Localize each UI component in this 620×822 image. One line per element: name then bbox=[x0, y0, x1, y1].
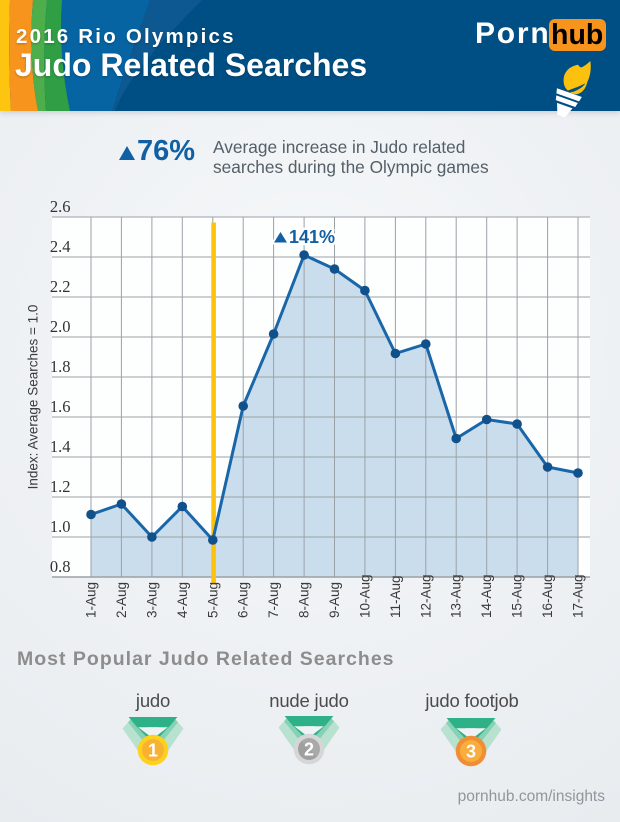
svg-text:7-Aug: 7-Aug bbox=[266, 582, 281, 618]
svg-text:0.8: 0.8 bbox=[50, 557, 71, 576]
svg-text:141%: 141% bbox=[289, 227, 335, 247]
svg-text:15-Aug: 15-Aug bbox=[510, 574, 525, 618]
svg-text:4-Aug: 4-Aug bbox=[175, 582, 190, 618]
svg-text:16-Aug: 16-Aug bbox=[540, 574, 555, 618]
svg-text:5-Aug: 5-Aug bbox=[205, 582, 220, 618]
svg-text:13-Aug: 13-Aug bbox=[449, 574, 464, 618]
svg-text:12-Aug: 12-Aug bbox=[418, 574, 433, 618]
svg-text:6-Aug: 6-Aug bbox=[236, 582, 251, 618]
svg-text:11-Aug: 11-Aug bbox=[388, 575, 403, 618]
svg-text:3-Aug: 3-Aug bbox=[144, 582, 159, 618]
svg-text:1.4: 1.4 bbox=[50, 437, 71, 456]
svg-text:1.2: 1.2 bbox=[50, 477, 71, 496]
svg-text:10-Aug: 10-Aug bbox=[357, 574, 372, 618]
svg-text:3: 3 bbox=[466, 742, 476, 762]
svg-text:1.0: 1.0 bbox=[50, 517, 71, 536]
svg-text:1: 1 bbox=[148, 741, 158, 761]
svg-text:8-Aug: 8-Aug bbox=[297, 582, 312, 618]
svg-text:1.6: 1.6 bbox=[50, 397, 71, 416]
svg-text:2.4: 2.4 bbox=[50, 237, 71, 256]
svg-text:2.2: 2.2 bbox=[50, 277, 71, 296]
svg-text:Index: Average Searches = 1.0: Index: Average Searches = 1.0 bbox=[26, 305, 41, 490]
svg-text:2.0: 2.0 bbox=[50, 317, 71, 336]
svg-text:1-Aug: 1-Aug bbox=[84, 582, 99, 618]
svg-text:2.6: 2.6 bbox=[50, 197, 71, 216]
svg-text:17-Aug: 17-Aug bbox=[571, 574, 586, 618]
svg-text:1.8: 1.8 bbox=[50, 357, 71, 376]
svg-text:9-Aug: 9-Aug bbox=[327, 582, 342, 618]
svg-text:2-Aug: 2-Aug bbox=[114, 582, 129, 618]
svg-text:14-Aug: 14-Aug bbox=[479, 574, 494, 618]
svg-text:2: 2 bbox=[304, 740, 314, 760]
